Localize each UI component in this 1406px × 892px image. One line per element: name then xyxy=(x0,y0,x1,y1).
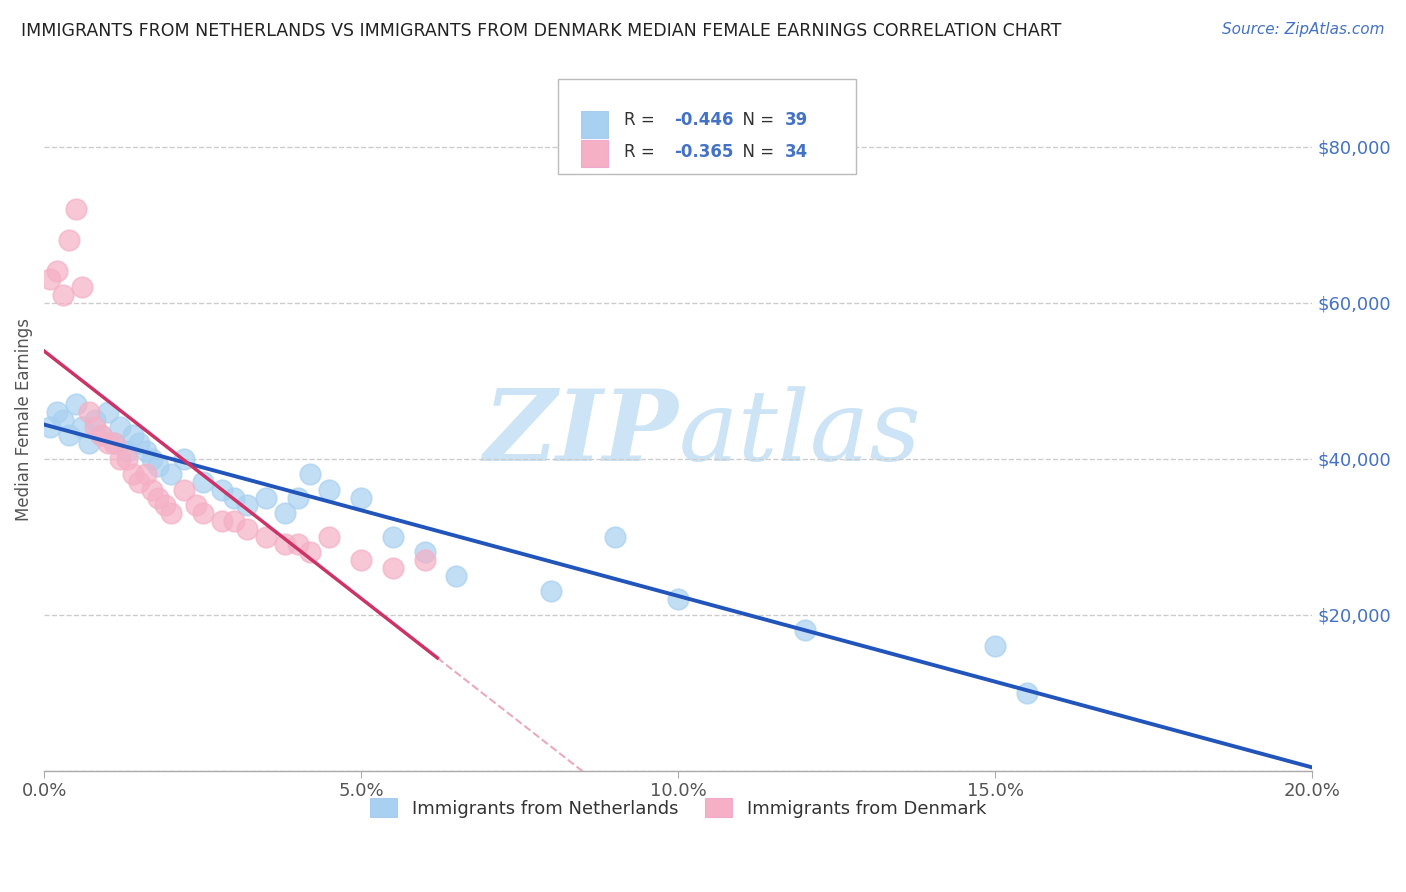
Point xyxy=(70,420,93,434)
Point xyxy=(115,451,138,466)
Text: N =: N = xyxy=(731,144,779,161)
Point xyxy=(540,584,562,599)
Point xyxy=(186,499,208,513)
Point xyxy=(224,491,246,505)
Point xyxy=(83,412,105,426)
Text: IMMIGRANTS FROM NETHERLANDS VS IMMIGRANTS FROM DENMARK MEDIAN FEMALE EARNINGS CO: IMMIGRANTS FROM NETHERLANDS VS IMMIGRANT… xyxy=(21,22,1062,40)
Point xyxy=(191,506,214,520)
Point xyxy=(236,499,259,513)
Point xyxy=(318,483,340,497)
Point xyxy=(58,233,80,247)
Text: N =: N = xyxy=(731,111,779,129)
Point xyxy=(160,467,183,482)
Point xyxy=(318,530,340,544)
Point xyxy=(236,522,259,536)
Point xyxy=(65,202,87,216)
Point xyxy=(135,443,157,458)
Text: Source: ZipAtlas.com: Source: ZipAtlas.com xyxy=(1222,22,1385,37)
FancyBboxPatch shape xyxy=(581,112,609,138)
Point xyxy=(211,514,233,528)
Point xyxy=(115,443,138,458)
Point xyxy=(108,451,131,466)
Point xyxy=(148,459,170,474)
Point xyxy=(103,436,125,450)
Point xyxy=(211,483,233,497)
Text: atlas: atlas xyxy=(678,386,921,482)
Point xyxy=(350,553,373,567)
Point xyxy=(39,420,62,434)
Point xyxy=(153,499,176,513)
Point xyxy=(52,412,75,426)
FancyBboxPatch shape xyxy=(581,140,609,167)
Point xyxy=(148,491,170,505)
Point xyxy=(173,451,195,466)
Point xyxy=(108,420,131,434)
Point xyxy=(83,420,105,434)
Point xyxy=(173,483,195,497)
Point xyxy=(65,397,87,411)
Point xyxy=(413,545,436,559)
Point xyxy=(70,280,93,294)
Point xyxy=(90,428,112,442)
Text: -0.365: -0.365 xyxy=(675,144,734,161)
Text: 34: 34 xyxy=(785,144,808,161)
Point xyxy=(128,475,150,489)
Point xyxy=(58,428,80,442)
Point xyxy=(45,405,67,419)
Point xyxy=(160,506,183,520)
Point xyxy=(96,405,118,419)
Point xyxy=(128,436,150,450)
Point xyxy=(287,537,309,551)
Text: R =: R = xyxy=(624,111,659,129)
Point xyxy=(299,467,322,482)
Point xyxy=(135,467,157,482)
Text: R =: R = xyxy=(624,144,659,161)
Point xyxy=(274,537,297,551)
Point xyxy=(381,530,404,544)
Point xyxy=(274,506,297,520)
Point xyxy=(141,483,163,497)
Point xyxy=(141,451,163,466)
Point xyxy=(299,545,322,559)
Point xyxy=(413,553,436,567)
Point xyxy=(191,475,214,489)
Point xyxy=(45,264,67,278)
Point xyxy=(122,467,145,482)
Point xyxy=(350,491,373,505)
Point xyxy=(666,592,689,607)
Point xyxy=(287,491,309,505)
Text: -0.446: -0.446 xyxy=(675,111,734,129)
Point xyxy=(77,405,100,419)
Point xyxy=(1015,686,1038,700)
Point xyxy=(446,568,468,582)
Point xyxy=(254,530,277,544)
Y-axis label: Median Female Earnings: Median Female Earnings xyxy=(15,318,32,521)
Legend: Immigrants from Netherlands, Immigrants from Denmark: Immigrants from Netherlands, Immigrants … xyxy=(363,791,994,825)
Point xyxy=(122,428,145,442)
Point xyxy=(52,287,75,301)
Point xyxy=(381,561,404,575)
Text: 39: 39 xyxy=(785,111,808,129)
Point xyxy=(96,436,118,450)
Point xyxy=(39,272,62,286)
Point xyxy=(90,428,112,442)
Point xyxy=(77,436,100,450)
Point xyxy=(984,639,1007,653)
Point xyxy=(224,514,246,528)
Point xyxy=(794,624,817,638)
Point xyxy=(254,491,277,505)
FancyBboxPatch shape xyxy=(558,79,856,174)
Text: ZIP: ZIP xyxy=(484,385,678,482)
Point xyxy=(103,436,125,450)
Point xyxy=(603,530,626,544)
